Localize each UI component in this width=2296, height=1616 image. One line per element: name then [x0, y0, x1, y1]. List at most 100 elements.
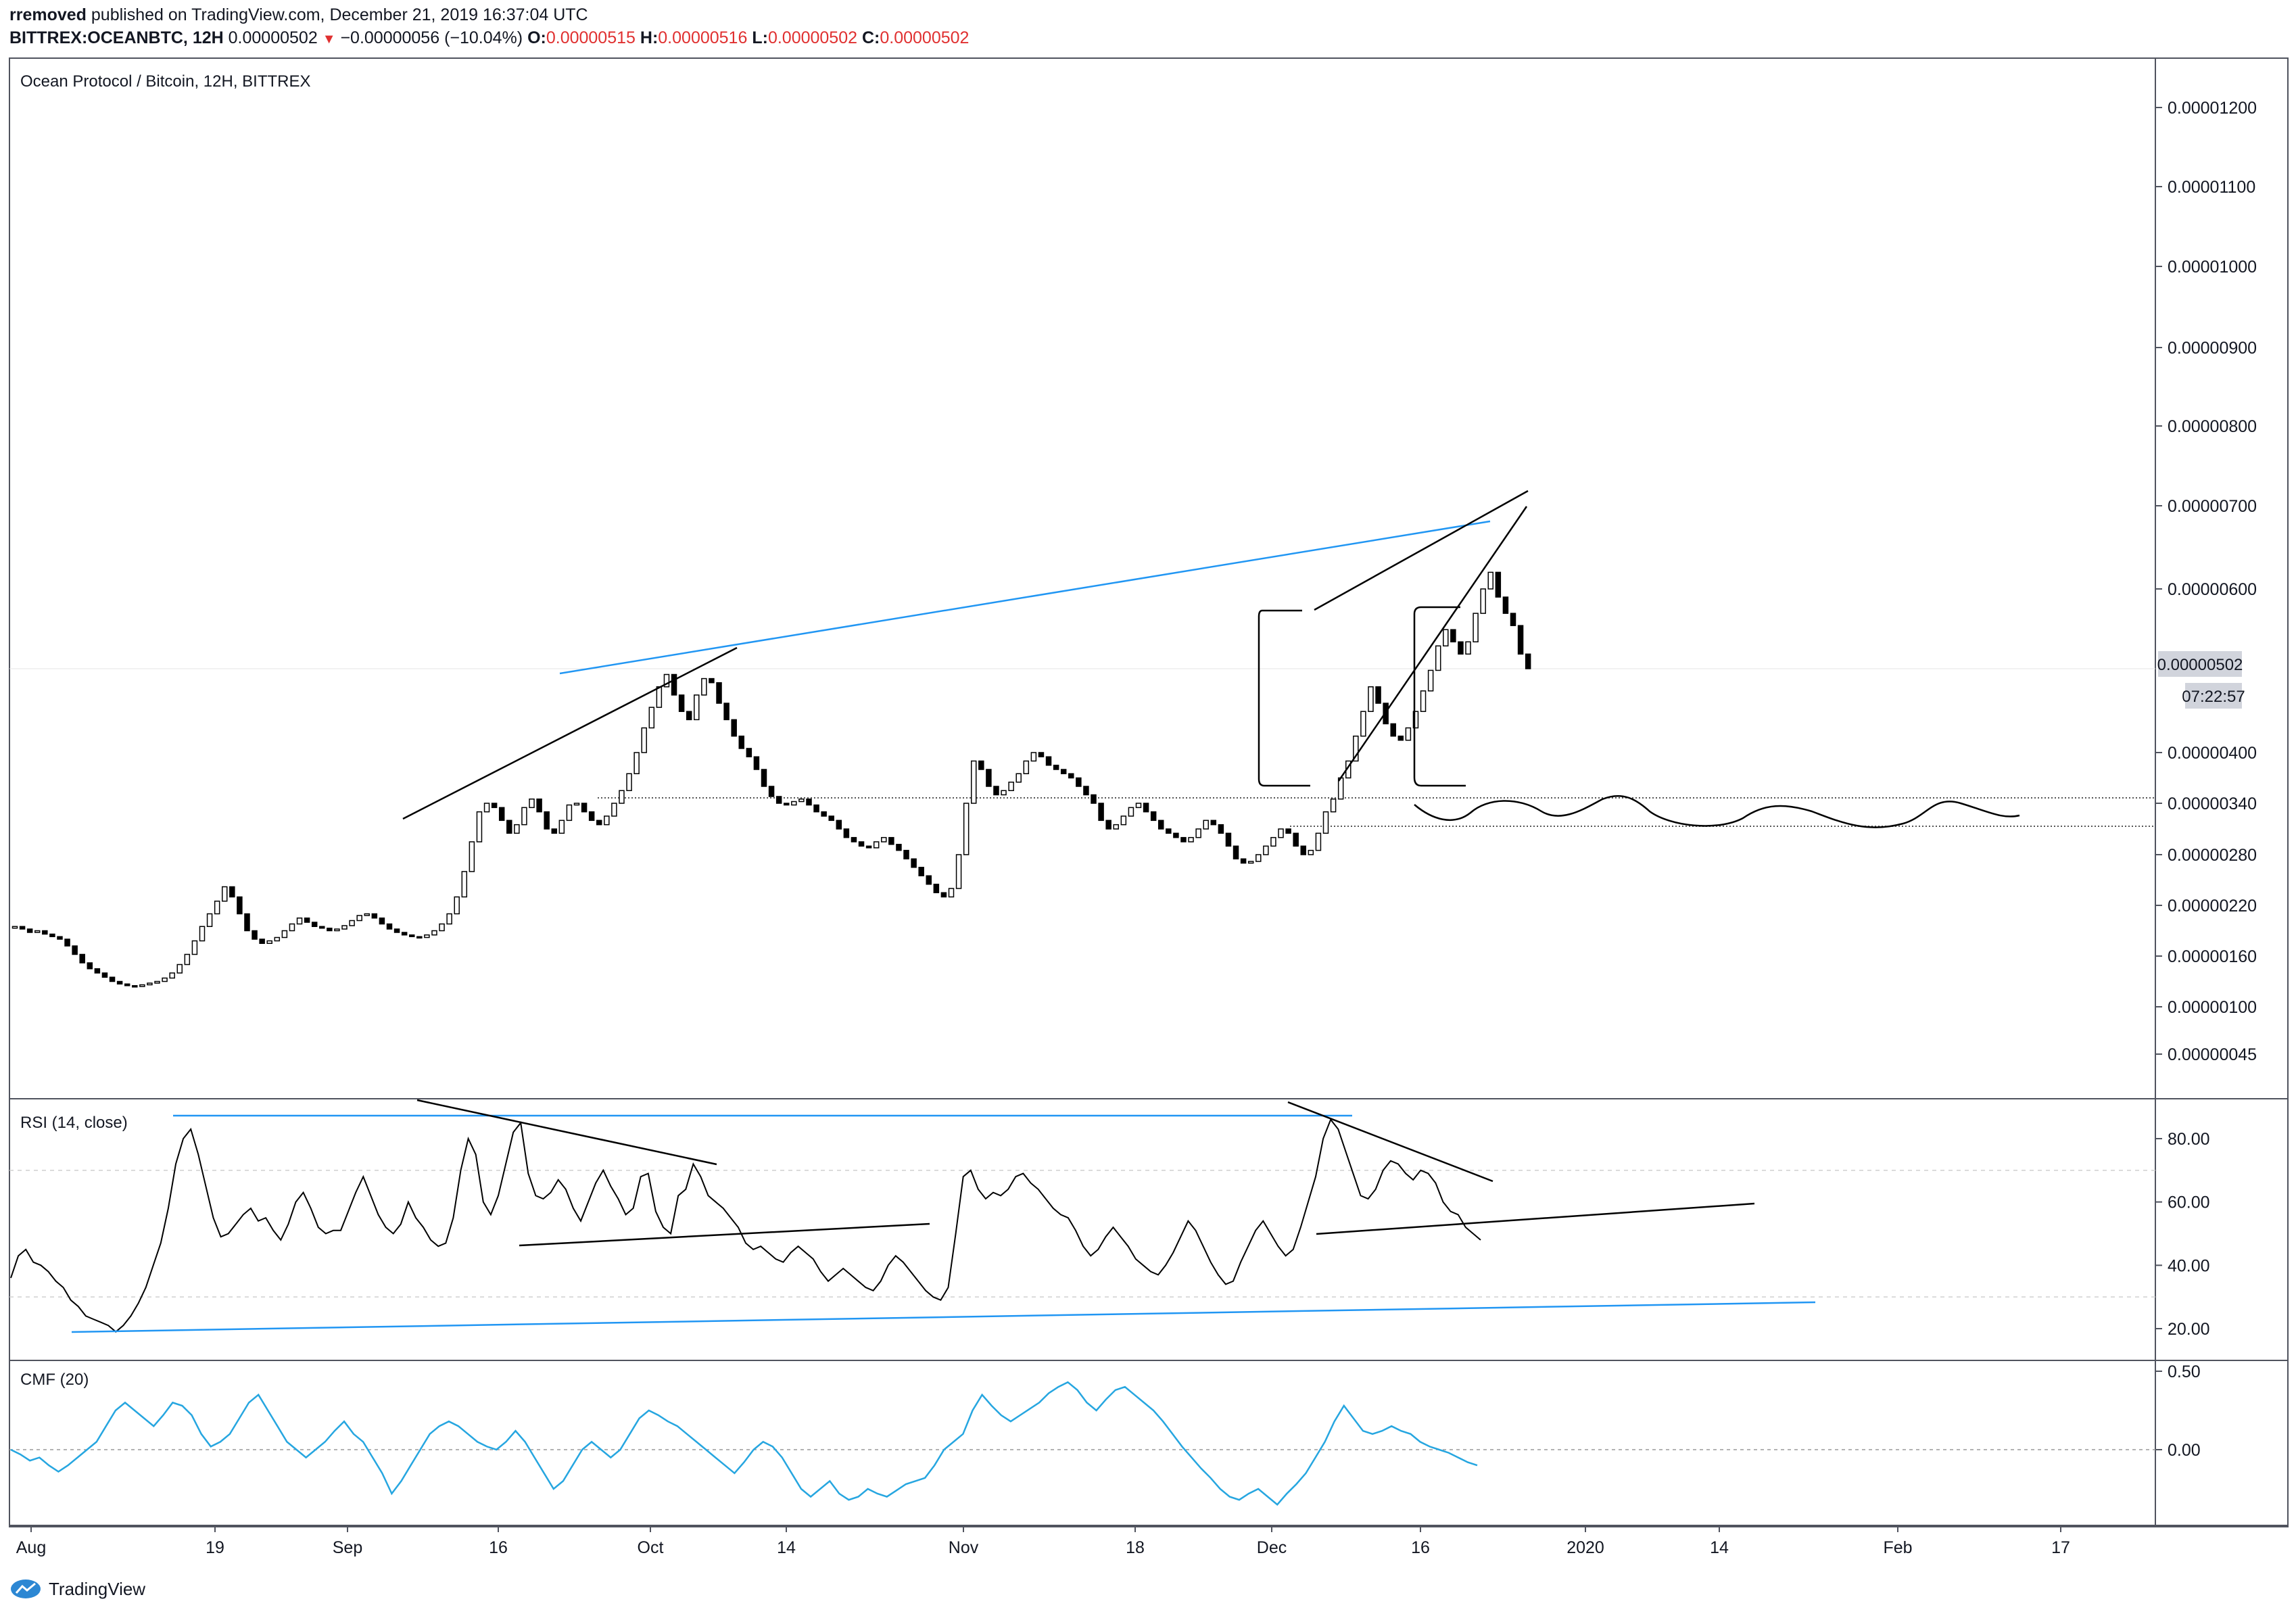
candle: [896, 844, 902, 851]
candle: [723, 703, 730, 721]
author-name[interactable]: rremoved: [9, 5, 87, 24]
rsi-tick-label: 40.00: [2168, 1256, 2210, 1275]
time-tick-label: Dec: [1257, 1538, 1287, 1557]
candle: [694, 694, 700, 721]
rsi-support-line-dec[interactable]: [1316, 1202, 1755, 1235]
candle: [498, 807, 505, 822]
candle: [865, 845, 872, 849]
candle: [633, 752, 640, 774]
candle: [116, 980, 123, 984]
candle: [858, 841, 865, 847]
wedge-upper-line-dec[interactable]: [1314, 490, 1529, 611]
candle: [1098, 803, 1104, 822]
candle: [701, 678, 707, 696]
candle: [619, 790, 625, 804]
range-bracket-right[interactable]: [1413, 606, 1466, 787]
rsi-support-trendline[interactable]: [71, 1301, 1816, 1333]
candle: [237, 896, 243, 915]
tradingview-wordmark: TradingView: [49, 1578, 146, 1599]
candle: [783, 803, 790, 806]
candle: [1322, 811, 1329, 834]
candle: [1247, 861, 1254, 864]
candle: [581, 803, 588, 813]
price-resistance-trendline[interactable]: [559, 520, 1491, 675]
price-tick-label: 0.00000220: [2168, 897, 2257, 916]
candle: [1023, 760, 1030, 774]
rsi-tick-label: 20.00: [2168, 1320, 2210, 1339]
candle: [1076, 777, 1082, 787]
candle: [221, 886, 228, 902]
candle: [206, 913, 213, 927]
low-value: 0.00000502: [767, 28, 858, 47]
candle: [663, 673, 670, 688]
rsi-divergence-line-oct[interactable]: [416, 1099, 717, 1166]
candle: [101, 972, 108, 978]
candle: [393, 928, 400, 933]
candle: [1353, 735, 1359, 762]
candle: [214, 901, 220, 915]
time-tick-label: 16: [1411, 1538, 1430, 1557]
time-tick-label: 19: [206, 1538, 224, 1557]
candle: [626, 773, 632, 791]
rsi-divergence-line-dec[interactable]: [1287, 1101, 1493, 1183]
candle: [1360, 711, 1366, 737]
candle: [656, 686, 663, 708]
candle: [641, 727, 647, 753]
rsi-axis: 80.00 60.00 40.00 20.00: [9, 1130, 2210, 1339]
candle: [87, 962, 93, 970]
rsi-support-line-oct[interactable]: [519, 1222, 930, 1247]
price-tick-label: 0.00000600: [2168, 580, 2257, 599]
chart-border: [9, 57, 2289, 1527]
range-bracket-left[interactable]: [1258, 609, 1310, 787]
candle: [289, 923, 295, 932]
time-tick-label: 14: [777, 1538, 796, 1557]
candle: [955, 854, 962, 889]
candle: [716, 682, 722, 704]
candle: [304, 918, 310, 923]
price-tick-label: 0.00000700: [2168, 497, 2257, 516]
candle: [1030, 752, 1037, 762]
candle: [1038, 752, 1045, 757]
candle: [1278, 828, 1284, 838]
candle: [109, 976, 116, 982]
candle: [1390, 723, 1396, 737]
candle: [469, 841, 475, 872]
projection-wave[interactable]: [1414, 794, 2020, 828]
candle: [491, 803, 498, 809]
candle: [843, 828, 850, 838]
candle: [1113, 824, 1120, 830]
candle: [1293, 832, 1299, 847]
publish-info: published on TradingView.com, December 2…: [91, 5, 588, 24]
candle: [1225, 832, 1232, 847]
candle: [753, 756, 760, 770]
price-tick-label: 0.00000100: [2168, 998, 2257, 1017]
candle: [244, 913, 250, 932]
wedge-upper-line-oct[interactable]: [402, 646, 738, 820]
candle: [604, 815, 610, 826]
rsi-label: RSI (14, close): [20, 1114, 128, 1132]
cmf-tick-label: 0.50: [2168, 1362, 2201, 1381]
candle: [1315, 832, 1322, 851]
candle: [761, 769, 767, 787]
candle: [1135, 803, 1142, 809]
candle: [401, 932, 408, 936]
candle: [259, 938, 265, 944]
candle: [1166, 828, 1172, 834]
wedge-lower-line-dec[interactable]: [1337, 506, 1528, 782]
rsi-tick-label: 60.00: [2168, 1193, 2210, 1212]
candle: [191, 940, 198, 955]
candle: [1458, 641, 1464, 655]
candle: [11, 926, 18, 929]
candle: [1233, 845, 1239, 860]
tradingview-brand[interactable]: TradingView: [9, 1578, 145, 1600]
candle: [184, 953, 191, 966]
candle: [334, 928, 340, 932]
candle: [1473, 613, 1479, 643]
candle: [536, 799, 542, 813]
drawings[interactable]: [71, 490, 2020, 1333]
candle: [558, 819, 565, 834]
candle: [132, 985, 138, 988]
time-tick-label: 17: [2051, 1538, 2070, 1557]
price-tick-label: 0.00000045: [2168, 1045, 2257, 1064]
